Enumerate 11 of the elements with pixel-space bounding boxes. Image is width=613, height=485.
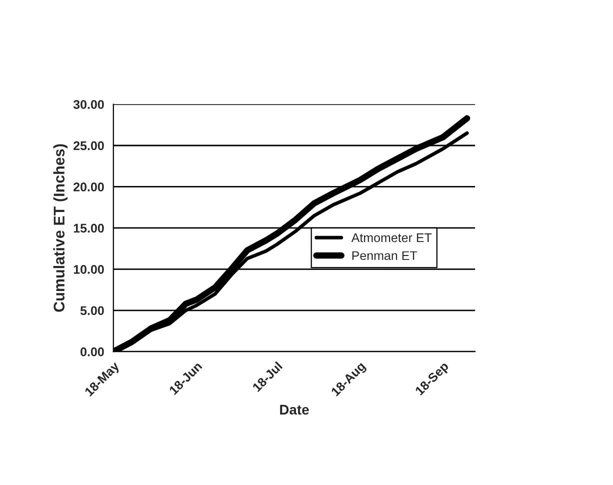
y-tick-label: 30.00 (73, 100, 104, 109)
y-tick-label: 25.00 (74, 141, 104, 150)
legend-label: Penman ET (352, 251, 418, 260)
y-tick-label: 5.00 (80, 306, 104, 316)
y-tick-label: 15.00 (74, 224, 104, 233)
y-axis-title: Cumulative ET (Inches) (53, 144, 68, 312)
y-tick-label: 0.00 (80, 347, 104, 356)
y-tick-label: 10.00 (74, 264, 104, 274)
x-axis-title: Date (280, 404, 309, 415)
legend-label: Atmometer ET (351, 233, 432, 242)
y-tick-label: 20.00 (74, 182, 104, 192)
